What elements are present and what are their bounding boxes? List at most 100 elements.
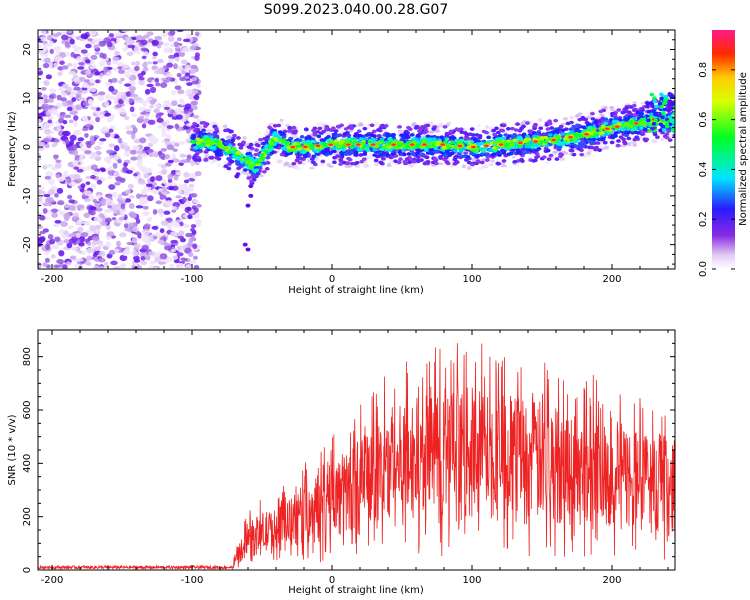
spectrogram-ridge-mark <box>622 141 628 146</box>
spectrogram-noise-mark <box>138 106 146 112</box>
spectrogram-ridge-mark <box>577 141 583 146</box>
spectrogram-noise-mark <box>167 58 175 64</box>
spectrogram-noise-mark <box>58 86 64 92</box>
spectrogram-noise-mark <box>132 95 140 101</box>
spectrogram-noise-mark <box>42 94 48 100</box>
spectrogram-ridge-mark <box>320 159 326 164</box>
spectrogram-noise-mark <box>78 242 85 247</box>
spectrogram-ridge-mark <box>198 149 203 153</box>
spectrogram-noise-mark <box>173 52 180 58</box>
spectrogram-ridge-mark <box>375 128 381 132</box>
spectrogram-ridge-mark <box>401 152 407 157</box>
spectrogram-noise-mark <box>74 155 80 162</box>
spectrogram-noise-mark <box>75 258 84 262</box>
spectrogram-ridge-mark <box>491 146 497 150</box>
spectrogram-ridge-mark <box>432 157 438 161</box>
spectrogram-noise-mark <box>183 110 189 114</box>
spectrogram-noise-mark <box>42 40 48 45</box>
spectrogram-ridge-mark <box>667 111 672 116</box>
spectrogram-noise-mark <box>73 46 82 53</box>
spectrogram-noise-mark <box>53 154 59 160</box>
spectrogram-ridge-mark <box>223 164 229 169</box>
spectrogram-ridge-mark <box>659 96 664 101</box>
spectrogram-ridge-mark <box>195 137 201 142</box>
spectrogram-noise-mark <box>90 59 95 65</box>
spectrogram-noise-mark <box>96 217 103 223</box>
spectrogram-ridge-mark <box>658 128 663 133</box>
spectrogram-noise-mark <box>77 178 83 183</box>
spectrogram-ridge-mark <box>534 148 540 153</box>
spectrogram-halo-mark <box>609 106 614 112</box>
spectrogram-noise-mark <box>182 38 191 43</box>
spectrogram-noise-mark <box>68 71 77 76</box>
spectrogram-ridge-mark <box>581 142 587 146</box>
spectrogram-ridge-mark <box>223 128 228 133</box>
spectrogram-ridge-mark <box>209 141 214 146</box>
spectrogram-noise-mark <box>156 43 162 49</box>
spectrogram-ridge-mark <box>433 161 439 166</box>
spectrogram-ridge-mark <box>244 156 250 160</box>
spectrogram-noise-mark <box>190 100 198 106</box>
spectrogram-ridge-mark <box>652 132 658 137</box>
spectrogram-noise-mark <box>129 149 137 155</box>
colorbar-tick-label: 0.4 <box>698 161 709 177</box>
spectrogram-ridge-mark <box>475 159 481 163</box>
spectrogram-noise-mark <box>191 80 199 85</box>
spectrogram-noise-mark <box>188 107 194 113</box>
spectrogram-noise-mark <box>186 206 192 212</box>
spectrogram-ridge-mark <box>298 156 304 161</box>
spectrogram-noise-mark <box>124 220 131 225</box>
spectrogram-noise-mark <box>107 205 112 209</box>
spectrogram-ridge-mark <box>474 133 480 137</box>
spectrogram-noise-mark <box>167 159 174 164</box>
spectrogram-noise-mark <box>66 242 73 249</box>
spectrogram-halo-mark <box>438 123 445 128</box>
spectrogram-ridge-mark <box>301 150 307 155</box>
spectrogram-noise-mark <box>95 109 103 116</box>
spectrogram-ridge-mark <box>291 125 297 130</box>
spectrogram-noise-mark <box>149 176 155 183</box>
spectrogram-noise-mark <box>93 202 101 208</box>
spectrogram-noise-mark <box>136 150 143 155</box>
spectrogram-ridge-mark <box>547 133 553 137</box>
spectrogram-halo-mark <box>577 112 583 116</box>
spectrogram-noise-mark <box>76 204 85 209</box>
spectrogram-ridge-mark <box>593 131 598 135</box>
spectrogram-noise-mark <box>195 118 203 123</box>
spectrogram-ridge-mark <box>449 151 455 156</box>
spectrogram-noise-mark <box>152 56 157 60</box>
spectrogram-noise-mark <box>42 207 48 214</box>
spectrogram-noise-mark <box>178 98 184 103</box>
spectrogram-ridge-mark <box>603 121 609 126</box>
spectrogram-noise-mark <box>155 113 162 119</box>
spectrogram-noise-mark <box>171 206 177 210</box>
spectrogram-noise-mark <box>121 250 130 257</box>
spectrogram-noise-mark <box>49 48 55 55</box>
spectrogram-ridge-mark <box>533 143 539 148</box>
spectrogram-ridge-mark <box>553 118 559 123</box>
spectrogram-noise-mark <box>56 187 64 194</box>
spectrogram-ridge-mark <box>589 141 595 146</box>
spectrogram-noise-mark <box>80 232 89 238</box>
spectrogram-halo-mark <box>253 140 261 144</box>
spectrogram-ridge-mark <box>495 130 501 135</box>
spectrogram-ridge-mark <box>486 135 492 140</box>
spectrogram-ridge-mark <box>670 102 675 107</box>
spectrogram-ridge-mark <box>232 133 237 138</box>
spectrogram-ridge-mark <box>399 133 405 137</box>
spectrogram-noise-mark <box>193 264 200 269</box>
spectrogram-noise-mark <box>139 137 147 144</box>
spectrogram-ridge-mark <box>515 148 521 152</box>
spectrogram-noise-mark <box>115 104 123 108</box>
spectrogram-noise-mark <box>179 204 186 209</box>
spectrogram-ridge-mark <box>404 157 410 161</box>
spectrogram-ridge-mark <box>642 138 648 142</box>
spectrogram-noise-mark <box>129 195 135 199</box>
spectrogram-halo-mark <box>284 161 289 165</box>
spectrogram-ridge-mark <box>634 135 640 140</box>
spectrogram-ridge-mark <box>372 153 378 157</box>
spectrogram-noise-mark <box>184 201 192 207</box>
spectrogram-peak-mark <box>315 144 321 147</box>
spectrogram-noise-mark <box>183 179 190 184</box>
